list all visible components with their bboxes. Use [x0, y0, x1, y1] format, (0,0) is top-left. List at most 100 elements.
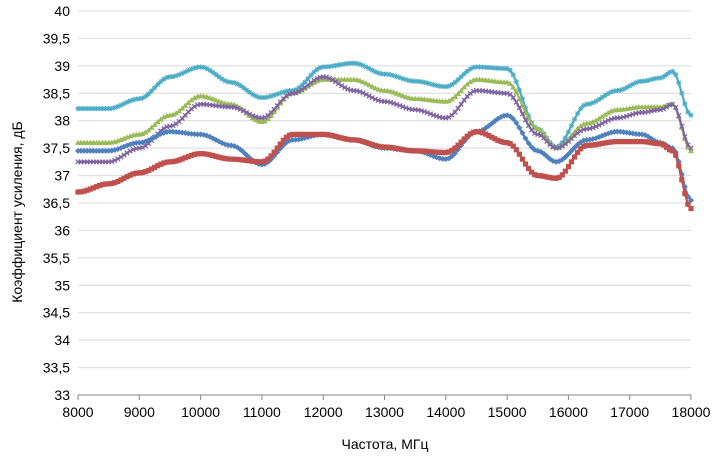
data-point — [271, 149, 277, 155]
data-point — [624, 138, 630, 145]
data-point — [253, 93, 259, 99]
data-point — [256, 94, 262, 100]
data-point — [231, 156, 237, 162]
data-point — [164, 159, 170, 165]
data-point — [434, 149, 440, 155]
data-point — [243, 87, 250, 93]
data-point — [357, 89, 363, 95]
data-point — [663, 72, 670, 78]
data-point — [351, 137, 357, 143]
data-point — [259, 95, 265, 101]
data-point — [440, 149, 446, 156]
data-point — [115, 178, 121, 185]
data-point — [250, 158, 256, 164]
data-point — [354, 137, 360, 143]
data-point — [351, 60, 357, 66]
data-point — [602, 119, 608, 125]
data-point — [369, 67, 375, 73]
data-point — [578, 106, 584, 112]
data-point — [81, 188, 87, 194]
data-point — [250, 112, 256, 119]
data-point — [605, 139, 611, 145]
y-tick-label: 39 — [54, 58, 70, 74]
data-point — [106, 181, 112, 187]
data-point — [75, 147, 81, 154]
data-point — [427, 81, 434, 87]
data-point — [577, 123, 584, 129]
data-point — [620, 86, 627, 92]
data-point — [84, 106, 90, 112]
data-point — [534, 125, 541, 132]
x-tick-label: 11000 — [243, 404, 281, 420]
data-point — [522, 135, 529, 142]
data-point — [452, 79, 458, 86]
x-tick-label: 8000 — [62, 404, 93, 420]
data-point — [648, 140, 654, 146]
data-point — [93, 147, 100, 154]
data-point — [660, 106, 667, 112]
data-point — [461, 136, 467, 142]
data-point — [391, 73, 397, 79]
data-point — [451, 93, 458, 99]
data-point — [528, 121, 535, 127]
data-point — [660, 142, 667, 148]
data-point — [305, 76, 311, 82]
data-point — [501, 139, 507, 145]
series-1 — [75, 60, 694, 150]
data-point — [568, 147, 575, 154]
data-point — [525, 165, 532, 172]
data-point — [286, 88, 293, 94]
data-point — [363, 80, 370, 86]
data-point — [240, 85, 247, 91]
data-point — [338, 135, 345, 141]
data-point — [136, 96, 142, 102]
data-point — [455, 90, 462, 96]
data-point — [409, 78, 415, 84]
data-point — [354, 60, 360, 67]
data-point — [314, 131, 320, 138]
data-point — [299, 131, 305, 138]
data-point — [112, 157, 118, 164]
data-point — [357, 61, 363, 67]
x-tick-label: 13000 — [365, 404, 404, 420]
data-point — [173, 110, 180, 116]
data-point — [400, 76, 406, 82]
data-point — [421, 148, 427, 154]
data-point — [207, 152, 213, 158]
data-point — [651, 76, 657, 82]
x-tick-label: 17000 — [610, 404, 649, 420]
data-point — [142, 93, 149, 100]
data-point — [341, 84, 348, 91]
data-point — [464, 81, 471, 87]
data-point — [581, 102, 587, 109]
data-point — [645, 139, 651, 145]
data-point — [651, 140, 657, 146]
data-point — [188, 97, 195, 103]
data-point — [516, 124, 523, 131]
data-point — [430, 82, 437, 88]
data-point — [173, 158, 179, 164]
data-point — [243, 109, 250, 116]
data-point — [314, 75, 320, 82]
data-point — [684, 144, 691, 150]
data-point — [204, 65, 210, 72]
data-point — [213, 153, 219, 159]
data-point — [307, 81, 314, 87]
y-tick-label: 37,5 — [43, 140, 70, 156]
data-point — [99, 147, 106, 154]
data-point — [599, 140, 605, 147]
data-point — [633, 138, 639, 145]
data-point — [394, 145, 400, 151]
data-point — [492, 65, 498, 71]
data-point — [342, 136, 348, 142]
data-point — [302, 131, 308, 138]
data-point — [424, 109, 431, 116]
data-point — [250, 91, 256, 97]
data-point — [602, 111, 609, 117]
data-point — [115, 156, 121, 162]
data-point — [568, 159, 575, 165]
data-point — [154, 118, 161, 125]
data-point — [412, 148, 418, 154]
data-point — [513, 99, 519, 105]
